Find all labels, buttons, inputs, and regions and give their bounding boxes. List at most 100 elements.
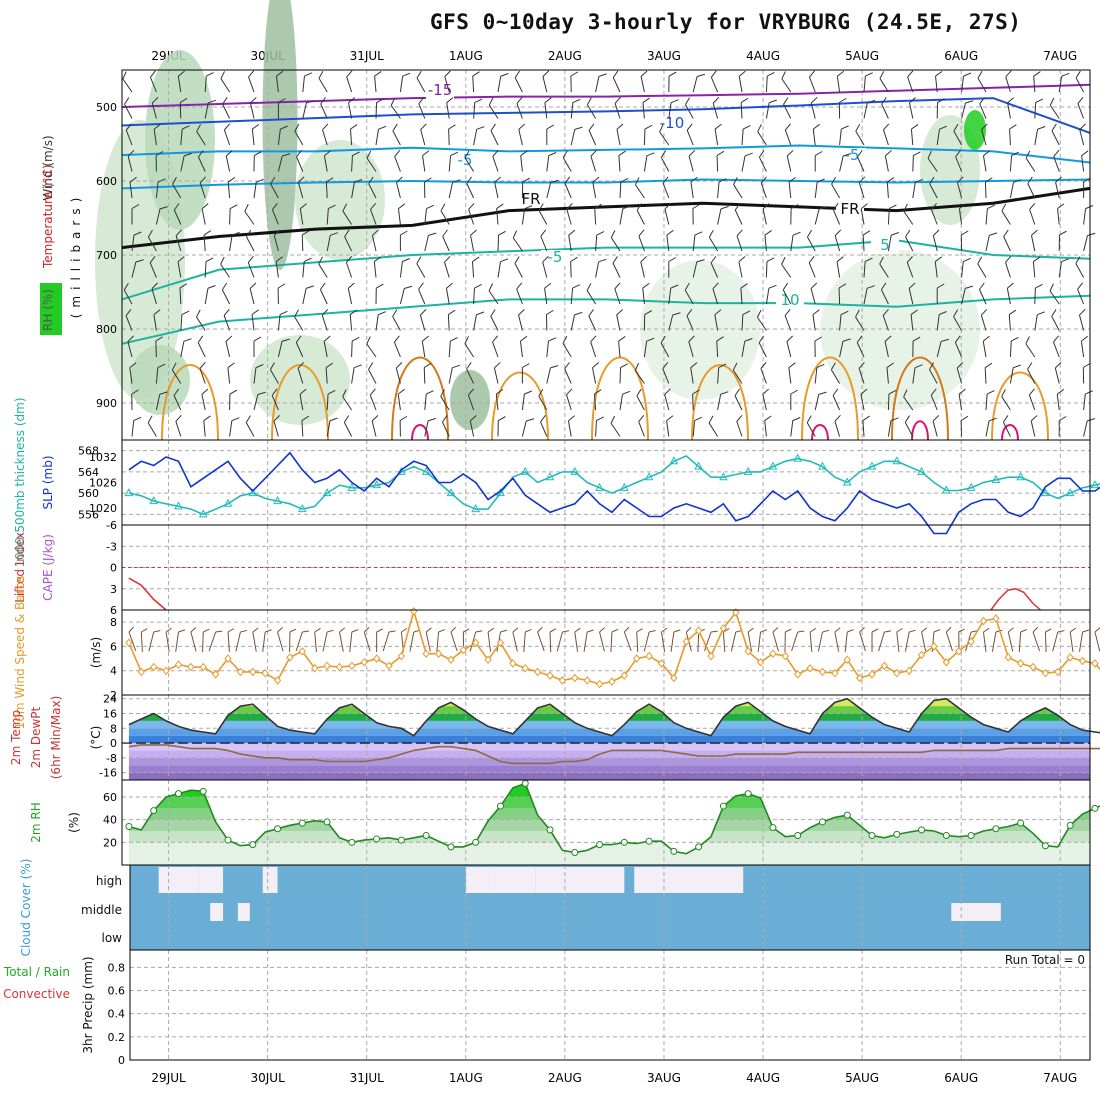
upper-wind-barb bbox=[546, 124, 555, 145]
upper-wind-barb bbox=[953, 123, 963, 146]
temp-band bbox=[128, 772, 1090, 780]
upper-wind-barb bbox=[1058, 416, 1067, 437]
wind10m-point bbox=[967, 637, 975, 646]
upper-wind-barb bbox=[880, 282, 889, 305]
wind10m-point bbox=[162, 666, 170, 675]
rh2m-point bbox=[670, 847, 678, 855]
wind10m-point bbox=[509, 659, 517, 668]
wind10m-point bbox=[794, 670, 802, 679]
thickness-point bbox=[867, 461, 877, 470]
upper-wind-barb bbox=[423, 362, 432, 384]
upper-wind-barb bbox=[1006, 282, 1014, 305]
isotherm-label-bg bbox=[776, 293, 804, 309]
isotherm-label: FR bbox=[521, 190, 540, 208]
upper-wind-barb bbox=[296, 150, 304, 172]
precip-tick-label: 0.6 bbox=[108, 985, 126, 998]
upper-wind-barb bbox=[1083, 418, 1096, 437]
li-axis-label: Lifted Index bbox=[13, 532, 27, 603]
rh2m-point bbox=[719, 802, 727, 810]
upper-wind-barb bbox=[497, 73, 509, 93]
thickness-point bbox=[347, 482, 357, 491]
upper-wind-barb bbox=[564, 362, 572, 384]
upper-wind-barb bbox=[271, 203, 279, 225]
upper-wind-barb bbox=[495, 388, 504, 411]
upper-wind-barb bbox=[954, 335, 963, 358]
surface-wind-barb bbox=[322, 629, 334, 652]
upper-wind-barb bbox=[788, 362, 796, 384]
surface-wind-barb bbox=[1018, 628, 1028, 652]
upper-wind-barb bbox=[273, 414, 280, 437]
upper-wind-barb bbox=[812, 123, 821, 146]
upper-wind-barb bbox=[832, 388, 841, 411]
upper-wind-barb bbox=[521, 363, 530, 384]
upper-wind-barb bbox=[295, 335, 304, 358]
upper-wind-barb bbox=[570, 98, 581, 119]
warm-contour bbox=[161, 364, 219, 441]
rh2m-point bbox=[794, 832, 802, 840]
upper-wind-barb bbox=[440, 389, 450, 411]
rh2m-point bbox=[695, 843, 703, 851]
upper-wind-barb bbox=[882, 123, 890, 146]
wind10m-point bbox=[224, 654, 232, 663]
upper-wind-barb bbox=[812, 309, 820, 331]
surface-wind-barb bbox=[599, 627, 605, 652]
isotherm-label: -5 bbox=[845, 146, 860, 164]
rh2m-point bbox=[942, 832, 950, 840]
thickness-point bbox=[124, 488, 134, 497]
upper-wind-barb bbox=[131, 389, 139, 411]
minmax-axis-label: (6hr Min/Max) bbox=[49, 696, 63, 780]
upper-wind-barb bbox=[546, 309, 554, 331]
date-label-top: 4AUG bbox=[746, 49, 780, 63]
surface-wind-barb bbox=[450, 626, 458, 652]
wind10m-point bbox=[1091, 659, 1099, 668]
upper-wind-barb bbox=[834, 414, 841, 437]
upper-wind-barb bbox=[692, 231, 703, 252]
upper-wind-barb bbox=[886, 177, 895, 199]
thickness-point bbox=[595, 482, 604, 491]
upper-wind-barb bbox=[807, 229, 816, 252]
thickness-point bbox=[198, 509, 208, 518]
upper-wind-barb bbox=[686, 123, 694, 146]
wind10m-tick-label: 8 bbox=[110, 616, 117, 629]
upper-wind-barb bbox=[714, 123, 722, 146]
upper-wind-barb bbox=[765, 99, 777, 119]
upper-wind-barb bbox=[424, 204, 435, 225]
upper-wind-barb bbox=[765, 257, 775, 278]
upper-wind-barb bbox=[419, 308, 427, 331]
thickness-point bbox=[1016, 472, 1025, 481]
wind10m-point bbox=[682, 637, 690, 646]
upper-wind-barb bbox=[253, 391, 266, 411]
surface-wind-barb bbox=[871, 628, 879, 652]
upper-wind-barb bbox=[936, 311, 947, 331]
thickness-point bbox=[1041, 488, 1050, 497]
wind10m-point bbox=[868, 670, 876, 679]
thickness-point bbox=[570, 466, 580, 475]
upper-wind-barb bbox=[716, 336, 724, 358]
upper-wind-barb bbox=[229, 417, 240, 437]
surface-wind-barb bbox=[747, 627, 754, 652]
date-label-top: 1AUG bbox=[449, 49, 483, 63]
thickness-point bbox=[768, 461, 778, 470]
upper-wind-barb bbox=[1009, 124, 1017, 146]
temp-tick-label: -16 bbox=[99, 767, 117, 780]
li-tick-label: -6 bbox=[106, 519, 117, 532]
cloud-block-high bbox=[262, 867, 278, 893]
upper-wind-barb bbox=[542, 256, 549, 278]
cloud-cover-panel: high middle low Cloud Cover (%) bbox=[19, 859, 1091, 956]
isotherm--10 bbox=[121, 97, 1091, 134]
upper-wind-barb bbox=[1034, 283, 1043, 305]
thickness-point bbox=[421, 466, 431, 475]
upper-wind-barb bbox=[544, 282, 552, 305]
upper-wind-barb bbox=[151, 282, 158, 305]
upper-wind-barb bbox=[371, 229, 379, 252]
upper-wind-barb bbox=[199, 361, 206, 384]
upper-wind-barb bbox=[1058, 72, 1070, 93]
thickness-point bbox=[273, 496, 282, 505]
surface-wind-barb bbox=[1052, 630, 1065, 652]
precip-total-label: Total / Rain bbox=[3, 965, 70, 979]
surface-wind-barb bbox=[1094, 627, 1100, 652]
date-label-top: 2AUG bbox=[548, 49, 582, 63]
upper-wind-barb bbox=[177, 256, 185, 278]
isotherm-label-bg bbox=[871, 238, 899, 254]
upper-wind-barb bbox=[856, 335, 865, 358]
